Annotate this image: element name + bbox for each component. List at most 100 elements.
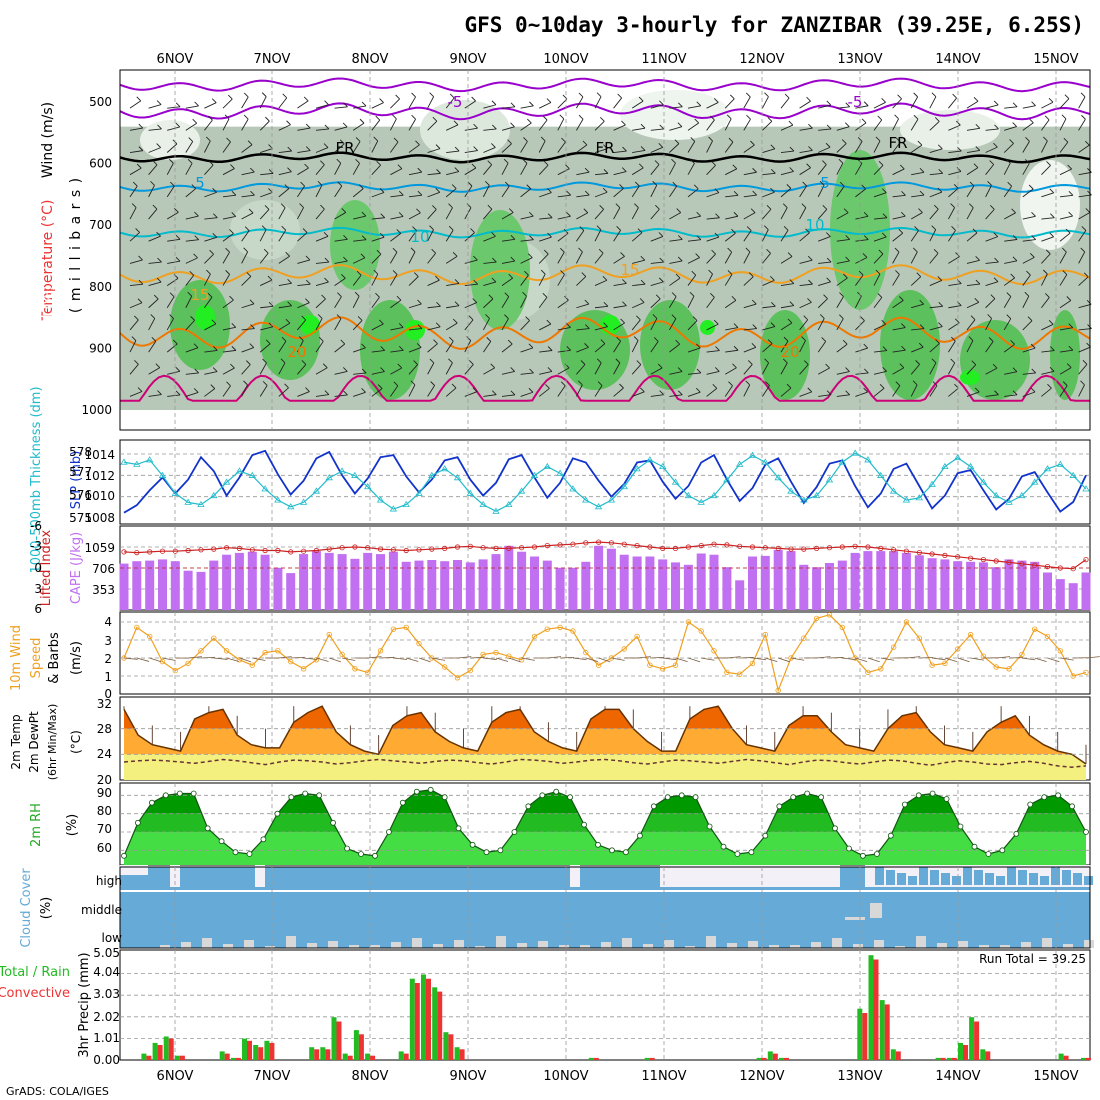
wind-barb xyxy=(706,236,720,242)
wind10m-marker xyxy=(749,660,756,667)
wind-barb xyxy=(613,387,624,397)
wind-barb-flag xyxy=(620,318,625,324)
wind-barb xyxy=(222,274,230,286)
wind-barb-flag xyxy=(769,276,775,281)
wind10m-barb xyxy=(431,657,446,661)
wind-barb xyxy=(520,122,532,131)
cape-bar xyxy=(619,554,629,610)
wind-barb xyxy=(613,97,623,109)
wind-barb-flag xyxy=(415,140,420,146)
wind-barb xyxy=(148,164,158,175)
wind-barb-flag xyxy=(281,225,287,231)
wind-barb xyxy=(966,364,977,375)
ylabel-temp-c: (6hr Min/Max) xyxy=(46,704,59,781)
wind-barb xyxy=(818,128,832,131)
wind-barb xyxy=(371,273,379,286)
wind-barb-flag xyxy=(468,315,474,321)
wind-barb xyxy=(520,188,532,198)
wind-barb xyxy=(334,277,346,286)
wind10m-barb xyxy=(816,656,831,659)
wind-barb xyxy=(799,364,809,375)
wind-barb-flag xyxy=(361,211,367,217)
li-marker xyxy=(1057,565,1063,571)
wind-barb-flag xyxy=(933,249,939,254)
wind-barb-flag xyxy=(912,380,918,386)
wind-barb-flag xyxy=(894,114,899,120)
wind-barb-flag xyxy=(1031,235,1037,240)
wind-barb xyxy=(669,277,681,286)
precip-total-bar xyxy=(309,1047,315,1060)
wind-barb xyxy=(148,281,162,287)
wind-barb-flag xyxy=(1028,184,1034,190)
thickness-marker xyxy=(325,474,333,481)
wind-barb xyxy=(538,273,546,286)
wind-barb xyxy=(631,232,643,242)
wind-barb xyxy=(390,367,402,375)
rh-contour-region xyxy=(600,315,620,335)
wind-barb-flag xyxy=(490,363,496,369)
wind-barb xyxy=(408,364,418,375)
li-marker xyxy=(224,545,230,551)
wind-barb xyxy=(594,385,603,397)
wind10m-marker xyxy=(916,635,922,641)
wind-barb-flag xyxy=(229,295,234,301)
wind-barb-flag xyxy=(393,381,399,387)
wind-barb xyxy=(483,208,493,220)
wind10m-barb xyxy=(867,657,880,663)
wind-barb xyxy=(185,372,199,375)
wind-barb xyxy=(1003,277,1015,286)
wind-barb-flag xyxy=(622,301,627,306)
wind-barb-flag xyxy=(714,232,720,238)
wind-barb-flag xyxy=(193,343,199,349)
wind-barb xyxy=(836,212,849,220)
wind-barb-flag xyxy=(265,339,271,345)
wind-barb xyxy=(483,147,496,153)
wind-barb-flag xyxy=(826,390,832,396)
wind-barb xyxy=(669,126,683,131)
wind-barb-flag xyxy=(561,137,566,143)
wind-barb xyxy=(799,100,811,109)
wind-barb xyxy=(204,388,216,397)
wind-barb xyxy=(873,101,886,109)
wind-barb xyxy=(762,208,772,220)
ylabel-mb: ( m i l l i b a r s ) xyxy=(68,177,84,313)
wind-barb xyxy=(427,191,440,198)
wind-barb-flag xyxy=(994,124,999,130)
precip-convective-bar xyxy=(247,1040,252,1060)
wind-barb xyxy=(278,282,292,287)
rh-contour-region xyxy=(470,210,530,330)
wind-barb xyxy=(817,164,827,175)
wind-barb-flag xyxy=(435,322,441,328)
wind-barb-flag xyxy=(765,381,770,386)
wind-barb xyxy=(780,171,794,176)
thickness-marker xyxy=(415,489,423,496)
wind-barb xyxy=(706,217,720,220)
cape-bar xyxy=(914,555,924,610)
wind-barb-flag xyxy=(510,235,516,240)
wind-barb xyxy=(538,140,546,153)
wind-barb xyxy=(483,128,497,131)
wind-barb-flag xyxy=(652,314,658,319)
wind10m-marker xyxy=(557,624,563,631)
wind-barb xyxy=(1022,372,1036,375)
wind-barb xyxy=(315,164,325,175)
wind-barb xyxy=(204,323,217,331)
wind-barb-flag xyxy=(636,360,642,365)
wind-barb-flag xyxy=(974,297,980,303)
wind-barb xyxy=(725,327,739,331)
wind-barb xyxy=(576,251,583,264)
wind-barb-flag xyxy=(1062,247,1067,253)
wind-barb xyxy=(780,124,794,131)
precip-convective-bar xyxy=(963,1045,968,1060)
wind-barb xyxy=(501,143,512,153)
cape-bar xyxy=(889,551,899,610)
wind-barb-flag xyxy=(658,277,664,283)
li-marker xyxy=(352,544,358,550)
wind-barb xyxy=(966,232,978,242)
wind-barb-flag xyxy=(268,169,274,174)
wind-barb-flag xyxy=(861,184,867,190)
wind-barb xyxy=(148,318,156,331)
wind-barb xyxy=(669,106,683,109)
wind-barb-flag xyxy=(559,114,565,120)
precip-convective-bar xyxy=(179,1055,185,1060)
